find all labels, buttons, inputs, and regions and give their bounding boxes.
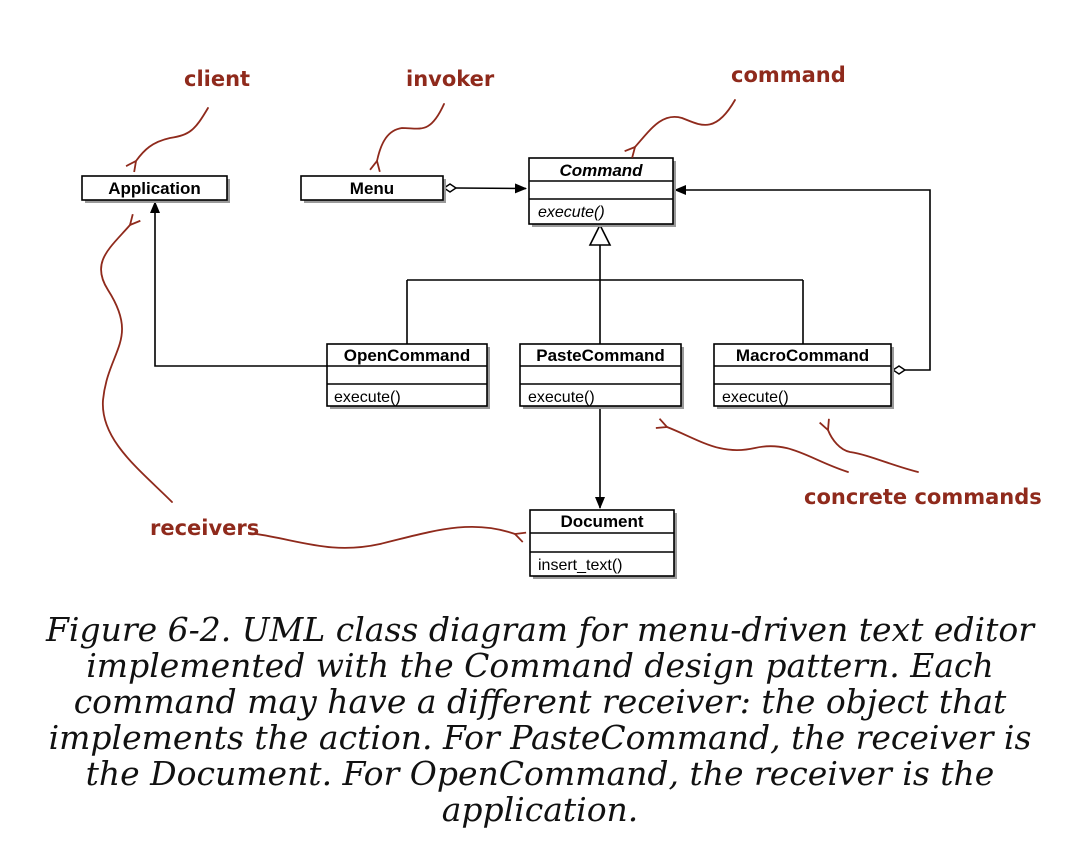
annotation-receivers: receivers	[100, 225, 515, 549]
uml-class-diagram: Application Menu Command execute() OpenC…	[81, 63, 1042, 579]
class-document-operation: insert_text()	[538, 557, 622, 574]
annotation-command: command	[635, 63, 846, 147]
inheritance-connector	[406, 223, 804, 344]
class-paste-command: PasteCommand execute()	[519, 343, 684, 409]
class-macro-command-operation: execute()	[722, 389, 789, 406]
class-command: Command execute()	[528, 157, 676, 227]
annotation-client-label: client	[184, 67, 250, 91]
annotation-command-label: command	[731, 63, 846, 87]
annotation-concrete-commands-label: concrete commands	[804, 485, 1042, 509]
class-menu: Menu	[300, 175, 446, 203]
class-command-operation: execute()	[538, 204, 605, 221]
annotation-invoker: invoker	[377, 67, 495, 161]
class-application-name: Application	[108, 179, 201, 198]
menu-command-association	[442, 183, 527, 194]
class-paste-command-operation: execute()	[528, 389, 595, 406]
class-macro-command: MacroCommand execute()	[713, 343, 894, 409]
class-menu-name: Menu	[350, 179, 394, 198]
macrocommand-command-aggregation	[674, 185, 931, 375]
class-open-command-operation: execute()	[334, 389, 401, 406]
class-open-command: OpenCommand execute()	[326, 343, 490, 409]
class-paste-command-name: PasteCommand	[536, 346, 664, 365]
figure-caption: Figure 6-2. UML class diagram for menu-d…	[46, 610, 1034, 829]
annotation-invoker-label: invoker	[406, 67, 495, 91]
opencommand-application-association	[150, 201, 327, 367]
class-document-name: Document	[560, 512, 643, 531]
class-open-command-name: OpenCommand	[344, 346, 471, 365]
annotation-client: client	[136, 67, 250, 161]
class-macro-command-name: MacroCommand	[736, 346, 869, 365]
class-application: Application	[81, 175, 230, 203]
class-document: Document insert_text()	[529, 509, 677, 579]
class-command-name: Command	[559, 161, 643, 180]
annotation-receivers-label: receivers	[150, 516, 259, 540]
annotation-concrete-commands: concrete commands	[667, 427, 1042, 509]
